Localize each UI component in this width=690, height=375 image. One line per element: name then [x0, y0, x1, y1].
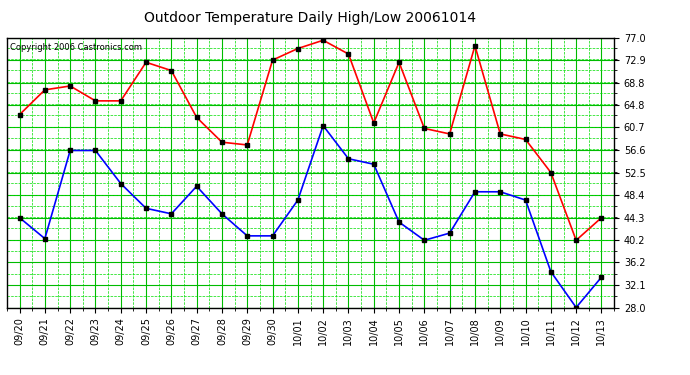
Text: Copyright 2006 Castronics.com: Copyright 2006 Castronics.com — [10, 43, 142, 52]
Text: Outdoor Temperature Daily High/Low 20061014: Outdoor Temperature Daily High/Low 20061… — [144, 11, 477, 25]
